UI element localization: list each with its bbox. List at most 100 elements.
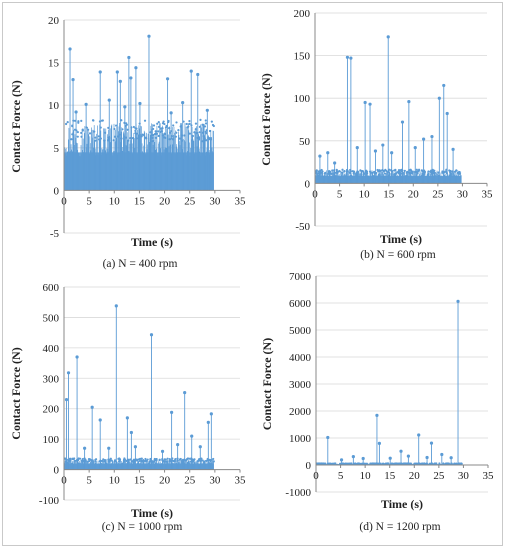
data-point: [351, 455, 355, 459]
x-tick-label: 30: [209, 195, 221, 207]
x-tick-label: 0: [313, 470, 319, 482]
chart-panel-b: -50 0 50 100 150 200 0 5 10 15 20 25 30 35 Time (s) Con…: [259, 8, 493, 246]
data-point: [339, 458, 344, 462]
data-point: [373, 149, 378, 153]
data-point: [449, 456, 453, 460]
data-point: [386, 35, 390, 39]
y-tick-label: 200: [294, 8, 311, 20]
data-point: [181, 101, 185, 105]
y-tick-label: 5000: [289, 325, 312, 337]
y-axis-title: Contact Force (N): [260, 338, 274, 430]
data-point: [107, 446, 111, 450]
data-point: [417, 433, 421, 437]
y-tick-label: 0: [305, 178, 311, 190]
data-point: [456, 299, 460, 303]
data-point: [407, 100, 411, 104]
data-point: [326, 435, 330, 440]
y-tick-label: 5: [54, 143, 60, 155]
data-point: [361, 456, 365, 461]
x-tick-label: 30: [209, 475, 221, 487]
data-point: [127, 55, 131, 60]
x-tick-label: 10: [360, 470, 372, 482]
x-axis-title: Time (s): [380, 232, 422, 246]
data-point: [129, 76, 133, 80]
y-tick-label: 0: [54, 185, 60, 197]
data-point: [170, 410, 174, 414]
data-point: [118, 79, 122, 83]
x-axis-title: Time (s): [131, 235, 173, 249]
x-tick-label: 20: [409, 470, 421, 482]
y-tick-label: 50: [299, 136, 311, 148]
y-axis-title: Contact Force (N): [9, 80, 23, 172]
data-point: [205, 108, 209, 112]
data-point: [422, 137, 426, 141]
data-point: [209, 412, 213, 416]
y-tick-label: 1000: [289, 433, 312, 445]
data-point: [390, 151, 394, 155]
data-point: [388, 456, 392, 460]
data-point: [169, 111, 173, 115]
figure-frame: [2, 2, 503, 546]
x-tick-label: 10: [109, 475, 121, 487]
data-point: [147, 34, 151, 38]
data-point: [133, 445, 138, 449]
y-tick-label: 200: [43, 404, 60, 416]
y-tick-label: -50: [295, 221, 310, 233]
data-point: [129, 430, 133, 435]
data-point: [429, 441, 434, 445]
data-point: [125, 416, 129, 420]
y-tick-label: 600: [43, 282, 60, 294]
data-point: [413, 146, 417, 150]
x-tick-label: 10: [359, 188, 371, 200]
data-point: [349, 56, 353, 60]
x-axis-title: Time (s): [381, 497, 423, 511]
x-tick-label: 5: [86, 195, 92, 207]
data-point: [363, 100, 367, 105]
x-tick-label: 10: [109, 195, 121, 207]
y-tick-label: 400: [43, 343, 60, 355]
data-point: [66, 371, 71, 375]
x-tick-label: 0: [61, 195, 67, 207]
data-point: [114, 304, 118, 308]
y-tick-label: -5: [50, 228, 60, 240]
y-axis-title: Contact Force (N): [259, 73, 273, 165]
y-tick-label: 0: [306, 460, 312, 472]
data-point: [425, 455, 429, 460]
x-tick-label: 25: [184, 195, 196, 207]
data-point: [368, 102, 372, 106]
data-point: [138, 101, 142, 106]
caption-panel-c: (c) N = 1000 rpm: [101, 521, 183, 533]
y-tick-label: 0: [54, 465, 60, 477]
y-tick-label: 2000: [289, 406, 312, 418]
data-point: [134, 66, 138, 70]
x-tick-label: 5: [86, 475, 92, 487]
data-point: [83, 446, 87, 450]
x-tick-label: 30: [457, 188, 469, 200]
data-point: [176, 443, 180, 447]
data-point: [198, 445, 202, 449]
x-tick-label: 15: [134, 195, 146, 207]
y-tick-label: 3000: [289, 379, 312, 391]
x-tick-label: 20: [159, 195, 171, 207]
data-point: [98, 418, 102, 422]
data-point: [183, 390, 187, 395]
y-tick-label: 100: [43, 434, 60, 446]
x-tick-label: 15: [384, 470, 396, 482]
data-point: [84, 102, 88, 106]
y-tick-label: 300: [43, 373, 60, 385]
data-point: [355, 146, 359, 150]
x-axis-title: Time (s): [131, 506, 173, 520]
x-tick-label: 35: [235, 475, 247, 487]
data-point: [445, 111, 449, 116]
x-tick-label: 15: [134, 475, 146, 487]
data-point: [381, 143, 385, 147]
y-tick-label: 7000: [289, 271, 312, 283]
y-tick-label: 100: [294, 93, 311, 105]
data-point: [160, 449, 165, 453]
data-point: [399, 449, 403, 453]
data-point: [71, 78, 75, 82]
x-tick-label: 0: [312, 188, 318, 200]
data-point: [451, 147, 455, 151]
